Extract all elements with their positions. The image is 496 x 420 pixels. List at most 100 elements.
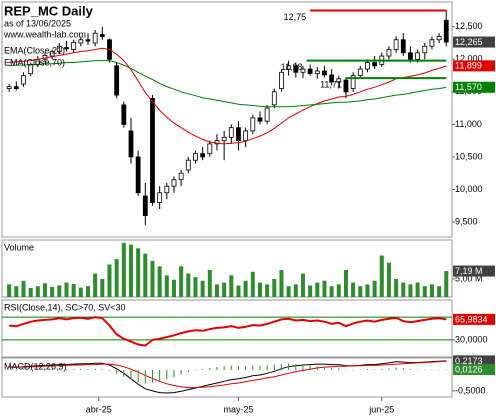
volume-bar: [300, 273, 305, 297]
volume-bar: [444, 271, 449, 297]
candle-body: [365, 62, 370, 70]
histogram-bar: [15, 369, 17, 371]
volume-bar: [394, 278, 399, 297]
volume-bar: [386, 262, 391, 297]
value-label-box: [453, 313, 495, 325]
histogram-bar: [381, 368, 383, 370]
histogram-bar: [159, 369, 161, 382]
candle-body: [6, 86, 12, 89]
histogram-bar: [273, 364, 275, 370]
value-label: 0,0126: [455, 364, 483, 374]
histogram-bar: [252, 365, 254, 370]
volume-bar: [28, 287, 33, 297]
value-label-box: [453, 36, 495, 48]
candle-body: [372, 62, 378, 67]
volume-bar: [429, 284, 434, 297]
histogram-bar: [30, 369, 32, 371]
panel-frame: [1, 239, 453, 298]
y-tick-label: 10,500: [455, 151, 483, 161]
histogram-bar: [316, 366, 318, 370]
histogram-bar: [187, 369, 189, 373]
candle-body: [293, 65, 299, 73]
candle-body: [178, 172, 184, 181]
x-tick-label: abr-25: [86, 404, 112, 414]
y-tick-label: 11,000: [455, 119, 482, 129]
histogram-bar: [431, 369, 433, 371]
candle-body: [236, 127, 241, 142]
candle-body: [422, 45, 428, 54]
histogram-bar: [309, 365, 311, 370]
histogram-bar: [374, 369, 376, 370]
candle-body: [185, 159, 191, 171]
volume-bar: [107, 264, 112, 297]
candle-body: [193, 153, 198, 161]
x-tick-label: may-25: [223, 404, 253, 414]
histogram-bar: [230, 365, 232, 370]
volume-bar: [358, 286, 363, 297]
histogram-bar: [94, 368, 96, 370]
candle-body: [429, 39, 435, 47]
histogram-bar: [123, 369, 125, 377]
panel-title: Volume: [4, 242, 34, 252]
volume-bar: [272, 278, 277, 297]
value-label-box: [453, 60, 495, 72]
candle-body: [408, 52, 413, 60]
candle-body: [264, 107, 270, 122]
volume-bar: [329, 286, 334, 297]
candle-body: [78, 39, 84, 44]
candle-body: [314, 70, 320, 75]
volume-bar: [143, 253, 148, 297]
value-label: 11,899: [455, 61, 482, 71]
histogram-bar: [216, 367, 218, 370]
volume-bar: [214, 284, 219, 297]
volume-bar: [265, 284, 270, 297]
histogram-bar: [101, 369, 103, 370]
y-tick-label: 9,500: [455, 216, 478, 226]
candle-body: [200, 153, 206, 158]
candle-body: [207, 143, 213, 155]
candle-body: [157, 192, 163, 203]
volume-bar: [286, 286, 291, 297]
candle-body: [279, 71, 284, 89]
volume-bar: [408, 284, 413, 297]
volume-bar: [207, 269, 212, 297]
candle-body: [343, 79, 349, 93]
volume-bar: [308, 285, 313, 297]
volume-bar: [315, 282, 320, 297]
subtitle: as of 13/06/2025: [4, 18, 71, 28]
volume-bar: [171, 279, 176, 297]
volume-bar: [78, 287, 83, 297]
histogram-bar: [209, 367, 211, 370]
candle-body: [164, 185, 170, 194]
candle-body: [257, 117, 263, 122]
histogram-bar: [331, 367, 333, 370]
histogram-bar: [58, 368, 60, 370]
volume-bar: [351, 282, 356, 297]
volume-bar: [14, 286, 19, 297]
histogram-bar: [137, 369, 139, 383]
candle-body: [92, 32, 98, 44]
histogram-bar: [73, 369, 75, 370]
panel-title: RSI(Close,14), SC>70, SV<30: [4, 302, 126, 312]
histogram-bar: [359, 369, 361, 371]
candle-body: [286, 65, 292, 70]
histogram-bar: [366, 369, 368, 370]
panel-frame: [1, 299, 453, 358]
histogram-bar: [8, 369, 10, 371]
candle-body: [300, 68, 306, 73]
volume-bar: [7, 284, 12, 297]
volume-bar: [236, 285, 241, 297]
histogram-bar: [223, 366, 225, 370]
candle-body: [393, 39, 399, 50]
histogram-bar: [151, 369, 153, 383]
candle-body: [443, 19, 449, 43]
level-label: 11,71: [320, 80, 342, 90]
histogram-bar: [44, 369, 46, 370]
candle-body: [71, 41, 77, 50]
histogram-bar: [237, 365, 239, 370]
candle-body: [357, 68, 363, 76]
series-line: [9, 316, 447, 347]
candle-body: [85, 39, 91, 42]
